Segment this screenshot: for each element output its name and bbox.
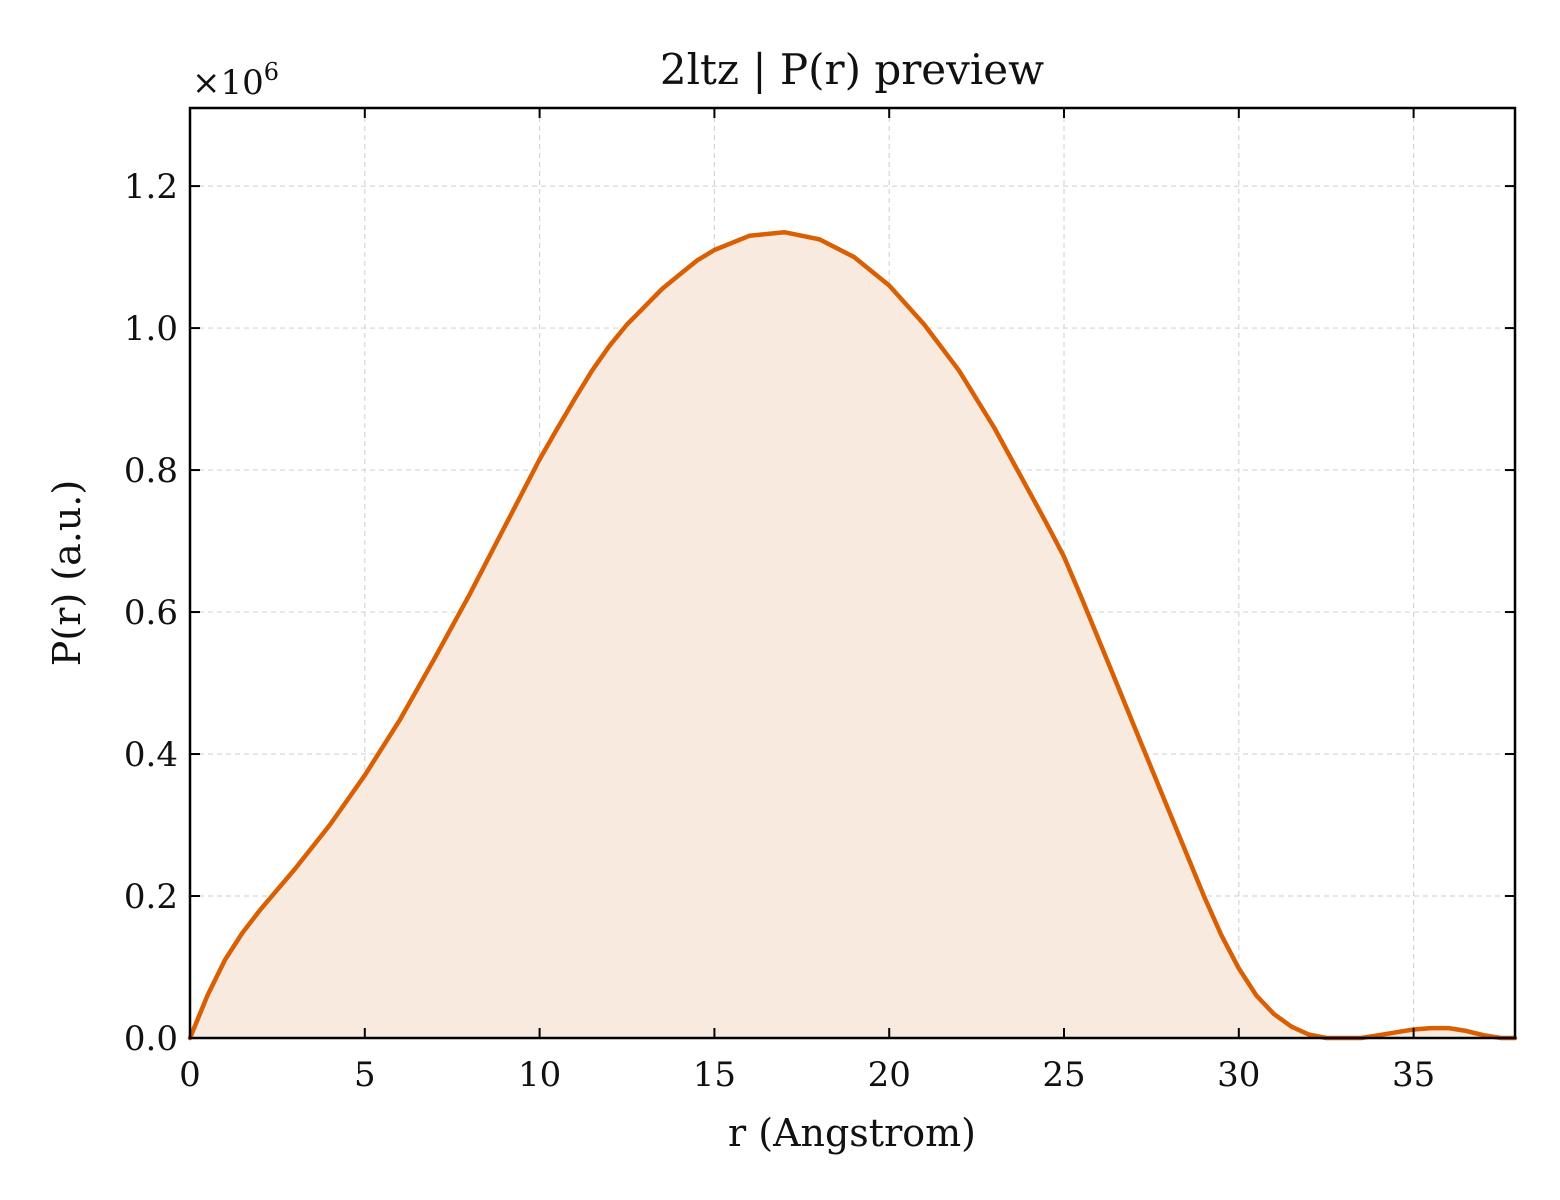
x-tick-label: 20 xyxy=(868,1055,911,1095)
y-offset-label: ×106 xyxy=(192,58,279,103)
x-tick-label: 0 xyxy=(179,1055,201,1095)
y-tick-label: 0.4 xyxy=(124,735,178,775)
y-offset-base: ×10 xyxy=(192,63,264,103)
plot-frame xyxy=(188,106,1517,1040)
x-tick-label: 30 xyxy=(1217,1055,1260,1095)
chart-title: 2ltz | P(r) preview xyxy=(660,45,1044,94)
x-tick-label: 10 xyxy=(518,1055,561,1095)
y-tick-label: 0.2 xyxy=(124,877,178,917)
y-tick-label: 1.0 xyxy=(124,309,178,349)
pr-area-fill xyxy=(190,232,1515,1038)
y-tick-label: 1.2 xyxy=(124,167,178,207)
x-axis-title: r (Angstrom) xyxy=(728,1111,976,1155)
y-tick-label: 0.0 xyxy=(124,1019,178,1059)
y-tick-label: 0.8 xyxy=(124,451,178,491)
y-tick-label: 0.6 xyxy=(124,593,178,633)
axis-ticks: 0 5 10 15 20 25 30 35 0.0 0.2 0.4 0.6 0.8 1.0 1.2 xyxy=(124,108,1515,1095)
x-tick-label: 35 xyxy=(1392,1055,1435,1095)
x-tick-label: 25 xyxy=(1042,1055,1085,1095)
y-axis-title: P(r) (a.u.) xyxy=(45,480,89,666)
x-tick-label: 5 xyxy=(354,1055,376,1095)
y-offset-exponent: 6 xyxy=(264,58,279,86)
x-tick-label: 15 xyxy=(693,1055,736,1095)
